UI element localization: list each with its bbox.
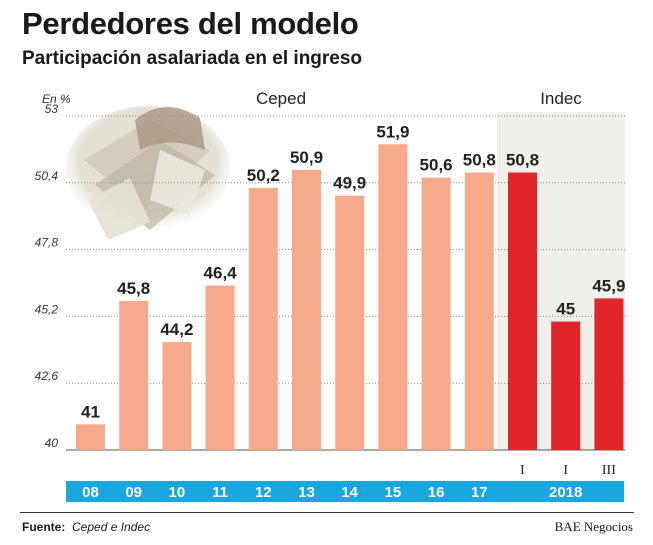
- x-tick-label: 11: [212, 484, 228, 501]
- bar: [292, 169, 321, 450]
- x-tick-label: 10: [169, 484, 186, 501]
- bar-value-label: 45: [556, 300, 575, 319]
- bar-value-label: 50,9: [290, 148, 323, 167]
- bar-value-label: 41: [81, 402, 100, 421]
- bar: [421, 177, 451, 450]
- y-tick-label: 50,4: [35, 169, 59, 183]
- bar-value-label: 49,9: [333, 174, 366, 193]
- source-text: Ceped e Indec: [72, 520, 151, 534]
- bar: [378, 144, 408, 450]
- bar: [119, 300, 149, 450]
- bar-value-label: 45,9: [592, 276, 625, 295]
- bar-value-label: 45,8: [117, 279, 150, 298]
- y-tick-label: 42,6: [35, 369, 59, 383]
- bar-value-label: 46,4: [204, 264, 238, 283]
- x-tick-label-quarter: I: [520, 463, 525, 478]
- banknotes-image: [66, 106, 230, 240]
- x-tick-label-quarter: III: [602, 463, 616, 478]
- source-label: Fuente:: [22, 520, 66, 534]
- bar-value-label: 44,2: [160, 320, 193, 339]
- chart-subtitle: Participación asalariada en el ingreso: [22, 48, 363, 69]
- bar: [335, 195, 365, 450]
- y-tick-label: 45,2: [35, 302, 59, 316]
- y-tick-label: 53: [45, 102, 59, 116]
- x-tick-label-quarter: I: [563, 463, 568, 478]
- bar: [76, 424, 105, 450]
- bar-value-label: 50,8: [506, 151, 539, 170]
- bar: [508, 172, 537, 450]
- x-tick-label: 09: [125, 484, 142, 501]
- x-group-label-year: 2018: [549, 484, 582, 501]
- group-label-indec: Indec: [540, 89, 582, 108]
- x-tick-label: 14: [341, 484, 358, 501]
- publisher-credit: BAE Negocios: [554, 519, 633, 534]
- x-axis-band: [66, 481, 624, 502]
- x-tick-label: 17: [471, 484, 488, 501]
- source-note: Fuente: Ceped e Indec: [22, 520, 150, 534]
- footer-divider: [20, 512, 634, 513]
- bar: [464, 172, 494, 450]
- bar-value-label: 51,9: [376, 122, 409, 141]
- bar: [551, 321, 581, 450]
- bar: [594, 298, 624, 450]
- y-tick-label: 40: [45, 436, 59, 450]
- x-tick-label: 12: [255, 484, 272, 501]
- x-tick-label: 16: [428, 484, 445, 501]
- x-tick-label: 13: [298, 484, 315, 501]
- bar: [162, 342, 192, 450]
- x-tick-label: 15: [385, 484, 402, 501]
- y-tick-label: 47,8: [35, 236, 59, 250]
- chart-title: Perdedores del modelo: [22, 6, 359, 41]
- bar: [205, 285, 235, 450]
- bar-value-label: 50,2: [247, 166, 280, 185]
- bar-value-label: 50,8: [463, 151, 496, 170]
- x-tick-label: 08: [82, 484, 99, 501]
- bar: [248, 187, 278, 450]
- group-label-ceped: Ceped: [256, 89, 306, 108]
- y-axis-unit-label: En %: [42, 92, 71, 106]
- bar-value-label: 50,6: [420, 156, 453, 175]
